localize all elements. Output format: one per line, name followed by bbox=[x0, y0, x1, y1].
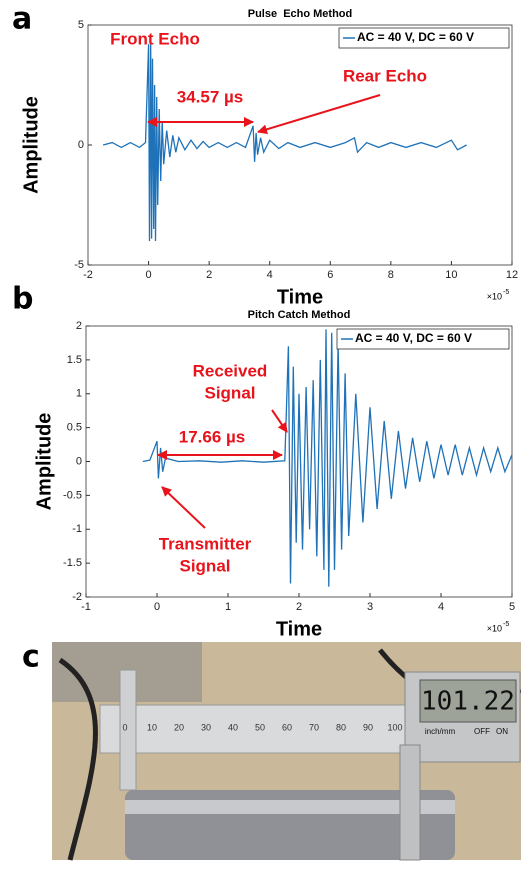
x-multiplier: ×10 bbox=[487, 291, 502, 301]
annotation: Front Echo bbox=[110, 29, 200, 48]
legend-label: AC = 40 V, DC = 60 V bbox=[355, 331, 472, 345]
x-tick-label: 12 bbox=[506, 269, 518, 281]
annotation-arrow bbox=[257, 94, 381, 135]
x-tick-label: -1 bbox=[81, 601, 91, 613]
y-tick-label: -0.5 bbox=[63, 489, 82, 501]
scale-label: 0 bbox=[122, 722, 127, 732]
panel-label: a bbox=[12, 2, 32, 37]
scale-label: 50 bbox=[255, 722, 265, 732]
panel-label: b bbox=[12, 282, 33, 317]
x-tick-label: -2 bbox=[83, 269, 93, 281]
off-button: OFF bbox=[474, 727, 490, 736]
x-tick-label: 4 bbox=[267, 269, 273, 281]
annotation-arrow bbox=[161, 486, 206, 529]
scale-label: 90 bbox=[363, 722, 373, 732]
y-tick-label: 0.5 bbox=[67, 422, 82, 434]
caliper-jaw bbox=[399, 744, 421, 861]
annotation: Rear Echo bbox=[343, 66, 427, 85]
annotation: Signal bbox=[179, 556, 230, 575]
x-tick-label: 4 bbox=[438, 601, 444, 613]
panel-label: c bbox=[22, 640, 40, 675]
y-tick-label: -1 bbox=[72, 523, 82, 535]
x-tick-label: 0 bbox=[154, 601, 160, 613]
scale-label: 30 bbox=[201, 722, 211, 732]
caliper-jaw bbox=[119, 669, 137, 791]
x-tick-label: 2 bbox=[296, 601, 302, 613]
y-axis-label: Amplitude bbox=[20, 96, 42, 194]
lcd bbox=[419, 679, 517, 723]
x-axis-label: Time bbox=[277, 286, 323, 308]
scale-label: 100 bbox=[387, 722, 402, 732]
cable bbox=[58, 657, 98, 861]
scale-label: 20 bbox=[174, 722, 184, 732]
on-button: ON bbox=[496, 727, 508, 736]
x-tick-label: 1 bbox=[225, 601, 231, 613]
x-tick-label: 10 bbox=[445, 269, 457, 281]
scale-label: 70 bbox=[309, 722, 319, 732]
x-multiplier-exponent: -5 bbox=[503, 621, 509, 628]
y-axis-label: Amplitude bbox=[33, 413, 55, 511]
legend-box bbox=[338, 27, 510, 49]
annotation: Received bbox=[193, 361, 268, 380]
x-tick-label: 5 bbox=[509, 601, 515, 613]
x-multiplier-exponent: -5 bbox=[503, 289, 509, 296]
y-tick-label: -1.5 bbox=[63, 557, 82, 569]
chart-title: Pulse Echo Method bbox=[248, 8, 353, 20]
annotation: 34.57 µs bbox=[177, 87, 244, 106]
annotation: 17.66 µs bbox=[179, 427, 246, 446]
y-tick-label: 2 bbox=[76, 320, 82, 332]
x-axis-label: Time bbox=[276, 618, 322, 640]
x-tick-label: 0 bbox=[146, 269, 152, 281]
y-tick-label: -2 bbox=[72, 591, 82, 603]
scale-label: 60 bbox=[282, 722, 292, 732]
y-tick-label: 0 bbox=[78, 139, 84, 151]
y-tick-label: -5 bbox=[74, 259, 84, 271]
y-tick-label: 1 bbox=[76, 388, 82, 400]
scale-label: 80 bbox=[336, 722, 346, 732]
annotation: Signal bbox=[204, 383, 255, 402]
signal-line bbox=[102, 44, 467, 242]
legend-box bbox=[336, 328, 510, 350]
legend-label: AC = 40 V, DC = 60 V bbox=[357, 30, 474, 44]
x-tick-label: 3 bbox=[367, 601, 373, 613]
signal-line bbox=[142, 329, 513, 587]
annotation-arrow bbox=[271, 409, 288, 433]
x-tick-label: 6 bbox=[327, 269, 333, 281]
rod-highlight bbox=[125, 800, 455, 814]
annotation: Transmitter bbox=[159, 534, 252, 553]
y-tick-label: 1.5 bbox=[67, 354, 82, 366]
x-tick-label: 8 bbox=[388, 269, 394, 281]
plot-frame bbox=[85, 325, 513, 598]
lcd-reading: 101.22 bbox=[421, 687, 515, 717]
x-multiplier: ×10 bbox=[487, 623, 502, 633]
unit-button: inch/mm bbox=[425, 727, 456, 736]
scale-label: 40 bbox=[228, 722, 238, 732]
photo: 101.22 inch/mm OFF ON c bbox=[22, 640, 521, 861]
scale-label: 10 bbox=[147, 722, 157, 732]
x-tick-label: 2 bbox=[206, 269, 212, 281]
y-tick-label: 5 bbox=[78, 19, 84, 31]
chart-title: Pitch Catch Method bbox=[248, 309, 351, 321]
y-tick-label: 0 bbox=[76, 455, 82, 467]
